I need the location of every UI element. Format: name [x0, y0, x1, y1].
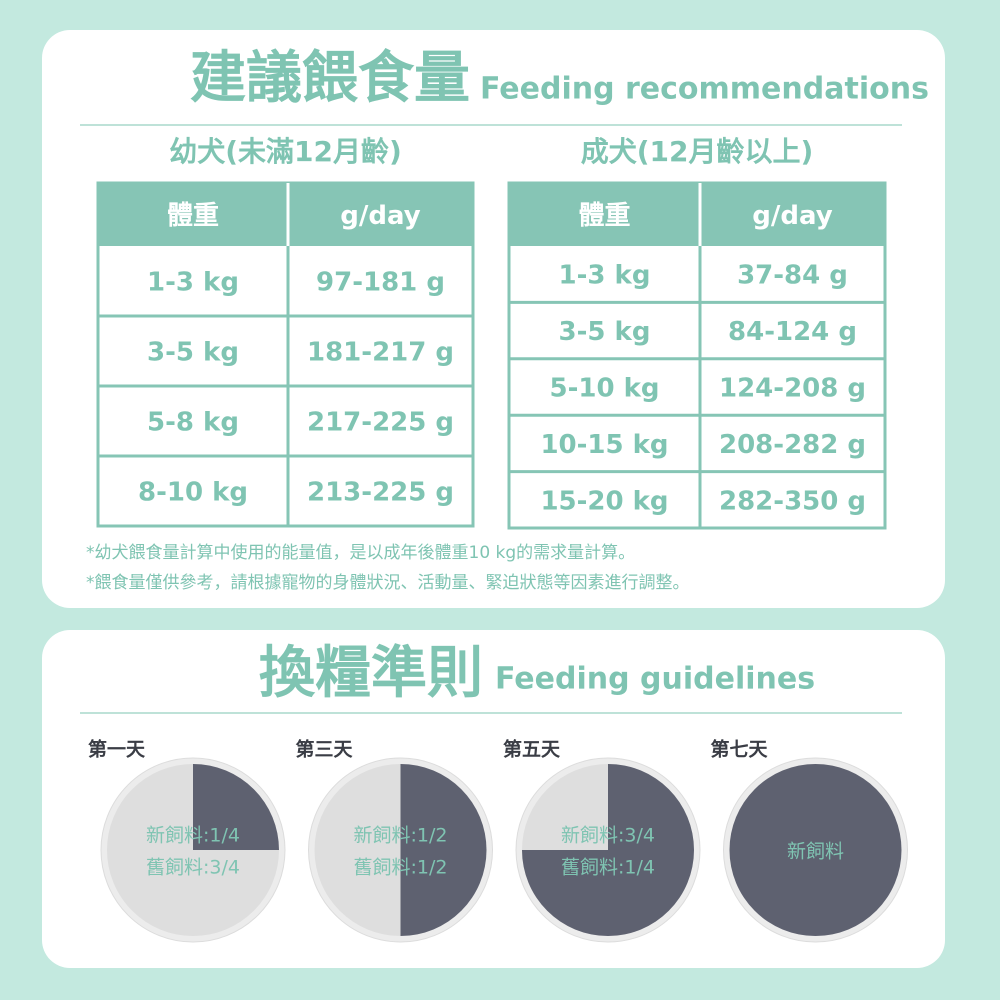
table-cell: 181-217 g	[307, 338, 454, 368]
table-cell: 84-124 g	[728, 317, 857, 347]
ratio-label: 新飼料:1/2	[354, 825, 448, 847]
section-title-en: Feeding guidelines	[495, 662, 815, 697]
table-cell: 10-15 kg	[540, 430, 668, 460]
ratio-label: 舊飼料:1/2	[354, 857, 448, 879]
table-cell: 282-350 g	[719, 486, 866, 516]
ratio-label: 新飼料:1/4	[146, 825, 240, 847]
table-cell: 3-5 kg	[147, 338, 239, 368]
day-label: 第五天	[503, 738, 561, 761]
table-cell: 124-208 g	[719, 374, 866, 404]
table-cell: 1-3 kg	[559, 261, 651, 291]
table-cell: 217-225 g	[307, 408, 454, 438]
table-cell: 8-10 kg	[138, 478, 248, 508]
table-cell: 5-10 kg	[549, 374, 659, 404]
header-cell: 體重	[167, 201, 219, 231]
table-caption: 幼犬(未滿12月齡)	[169, 135, 402, 168]
footnote: *幼犬餵食量計算中使用的能量值，是以成年後體重10 kg的需求量計算。	[86, 542, 635, 563]
section-title-en: Feeding recommendations	[480, 72, 929, 107]
table-header	[98, 183, 473, 246]
footnote: *餵食量僅供參考，請根據寵物的身體狀況、活動量、緊迫狀態等因素進行調整。	[86, 573, 690, 593]
day-label: 第一天	[88, 738, 146, 761]
table-cell: 213-225 g	[307, 478, 454, 508]
table-header	[509, 183, 885, 246]
table-cell: 37-84 g	[737, 261, 848, 291]
new-food-share	[729, 764, 902, 936]
header-cell: g/day	[752, 201, 832, 231]
section-title: 換糧準則	[259, 641, 483, 706]
section-title: 建議餵食量	[190, 46, 470, 111]
table-cell: 5-8 kg	[147, 408, 239, 438]
table-cell: 1-3 kg	[147, 268, 239, 298]
table-cell: 3-5 kg	[559, 317, 651, 347]
header-cell: g/day	[340, 201, 420, 231]
ratio-label: 舊飼料:1/4	[561, 857, 655, 879]
new-food-share	[400, 764, 487, 937]
new-food-share	[193, 764, 279, 850]
table-cell: 97-181 g	[316, 268, 445, 298]
ratio-label: 新飼料	[787, 841, 844, 863]
new-food-share	[522, 764, 694, 936]
ratio-label: 舊飼料:3/4	[146, 857, 240, 879]
table-caption: 成犬(12月齡以上)	[581, 135, 814, 168]
day-label: 第三天	[296, 738, 354, 761]
table-cell: 15-20 kg	[540, 486, 668, 516]
day-label: 第七天	[711, 738, 769, 761]
table-cell: 208-282 g	[719, 430, 866, 460]
header-cell: 體重	[578, 201, 630, 231]
ratio-label: 新飼料:3/4	[561, 825, 655, 847]
